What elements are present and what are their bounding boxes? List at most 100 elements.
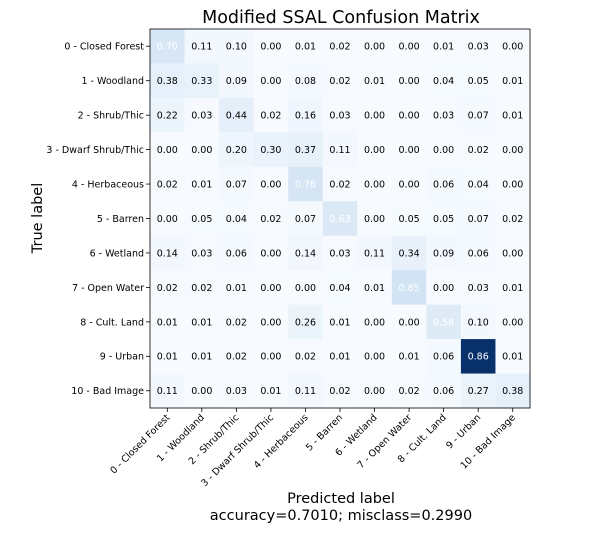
heatmap-cell (219, 270, 255, 306)
heatmap-cell (460, 29, 496, 64)
heatmap-cell-value: 0.16 (295, 111, 316, 122)
heatmap-cell (391, 166, 427, 202)
heatmap-cell-value: 0.00 (191, 145, 212, 156)
y-tick-label: 0 - Closed Forest (64, 42, 144, 53)
heatmap-cell (184, 132, 220, 168)
heatmap-cell (426, 29, 462, 64)
heatmap-cell-value: 0.30 (260, 145, 281, 156)
heatmap-cell-value: 0.00 (399, 145, 420, 156)
heatmap-cell (460, 304, 496, 340)
heatmap-cell (150, 132, 186, 168)
heatmap-cell-value: 0.03 (433, 111, 454, 122)
heatmap-cell (426, 339, 462, 375)
heatmap-cell-value: 0.09 (433, 248, 454, 259)
heatmap-cell (495, 235, 531, 271)
heatmap-cell-value: 0.04 (226, 214, 247, 225)
heatmap-cell-value: 0.01 (399, 352, 420, 363)
heatmap-cell (253, 97, 289, 133)
heatmap-cell (322, 132, 358, 168)
heatmap-cell (495, 304, 531, 340)
heatmap-cell-value: 0.00 (260, 76, 281, 87)
heatmap-cell-value: 0.03 (329, 111, 350, 122)
heatmap-cell-value: 0.27 (468, 386, 489, 397)
heatmap-cell-value: 0.00 (260, 42, 281, 53)
heatmap-cell (357, 304, 393, 340)
heatmap-cell-value: 0.00 (399, 317, 420, 328)
heatmap-cell (391, 132, 427, 168)
heatmap-cell-value: 0.02 (260, 214, 281, 225)
heatmap-cell-value: 0.04 (433, 76, 454, 87)
heatmap-cell (184, 29, 220, 64)
heatmap-cell-value: 0.00 (502, 317, 523, 328)
heatmap-cell (460, 63, 496, 99)
heatmap-cell-value: 0.38 (157, 76, 178, 87)
heatmap-cell (150, 304, 186, 340)
y-axis-label: True label (30, 183, 46, 254)
heatmap-cell-value: 0.14 (157, 248, 178, 259)
heatmap-cell (288, 97, 324, 133)
heatmap-cell (495, 132, 531, 168)
heatmap-cell (460, 132, 496, 168)
heatmap-cell (288, 235, 324, 271)
heatmap-cell (150, 373, 186, 409)
heatmap-cell (391, 304, 427, 340)
heatmap-cell-value: 0.01 (157, 352, 178, 363)
heatmap-cell (184, 97, 220, 133)
heatmap-cell-value: 0.01 (295, 42, 316, 53)
heatmap-cell (460, 166, 496, 202)
heatmap-cell (219, 166, 255, 202)
heatmap-cell (322, 201, 358, 237)
heatmap-cell-value: 0.01 (329, 317, 350, 328)
heatmap-cell-value: 0.37 (295, 145, 316, 156)
chart-title: Modified SSAL Confusion Matrix (202, 8, 480, 28)
heatmap-cell (253, 29, 289, 64)
heatmap-cell-value: 0.00 (433, 145, 454, 156)
heatmap-cell (253, 339, 289, 375)
heatmap-cell-value: 0.02 (295, 352, 316, 363)
heatmap-cell-value: 0.02 (260, 111, 281, 122)
heatmap-cell-value: 0.26 (295, 317, 316, 328)
heatmap-cell (495, 270, 531, 306)
heatmap-cell-value: 0.02 (502, 214, 523, 225)
y-axis-ticks: 0 - Closed Forest 1 - Woodland 2 - Shrub/T… (46, 42, 150, 397)
heatmap-cell-value: 0.01 (226, 283, 247, 294)
heatmap-cell (322, 339, 358, 375)
heatmap-cell (322, 304, 358, 340)
heatmap-cell-value: 0.00 (364, 352, 385, 363)
heatmap-cell-value: 0.11 (329, 145, 350, 156)
heatmap-cell (288, 63, 324, 99)
heatmap-cell (150, 201, 186, 237)
heatmap-cell-value: 0.02 (226, 352, 247, 363)
y-tick-label: 2 - Shrub/Thic (78, 111, 144, 122)
heatmap-cell (495, 201, 531, 237)
heatmap-cell (426, 97, 462, 133)
heatmap-cell (426, 166, 462, 202)
y-tick-label: 7 - Open Water (72, 283, 144, 294)
heatmap-cell (253, 132, 289, 168)
y-tick-label: 4 - Herbaceous (72, 179, 144, 190)
heatmap-cell-value: 0.02 (468, 145, 489, 156)
heatmap-cell (391, 235, 427, 271)
heatmap-cell-value: 0.01 (502, 111, 523, 122)
heatmap-cell-value: 0.00 (502, 42, 523, 53)
heatmap-cell (184, 63, 220, 99)
heatmap-cell (322, 166, 358, 202)
heatmap-cell (322, 373, 358, 409)
heatmap-cell-value: 0.03 (468, 42, 489, 53)
heatmap-cell (253, 201, 289, 237)
heatmap-cell-value: 0.05 (399, 214, 420, 225)
heatmap-cell (288, 339, 324, 375)
heatmap-cell (460, 235, 496, 271)
heatmap-cell (495, 373, 531, 409)
heatmap-cell-value: 0.07 (295, 214, 316, 225)
heatmap-cell-value: 0.00 (433, 283, 454, 294)
heatmap-cell-value: 0.05 (191, 214, 212, 225)
heatmap-cell (357, 29, 393, 64)
heatmap-cell-value: 0.01 (157, 317, 178, 328)
heatmap-cell-value: 0.02 (329, 42, 350, 53)
x-axis-label: Predicted label (287, 491, 395, 507)
heatmap-cell-value: 0.34 (399, 248, 420, 259)
heatmap-cell (150, 97, 186, 133)
